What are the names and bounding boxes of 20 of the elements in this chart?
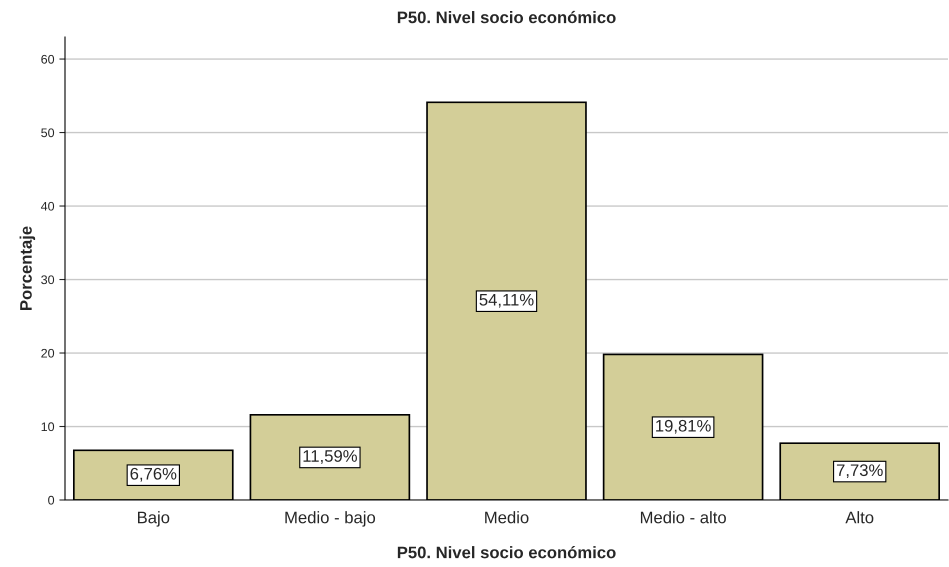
x-tick-label: Medio [485, 511, 528, 524]
data-label: 6,76% [130, 468, 176, 482]
data-label: 7,73% [836, 464, 883, 478]
x-tick-label: Bajo [138, 511, 170, 527]
y-axis-title: Porcentaje [20, 226, 36, 310]
data-label: 19,81% [656, 420, 711, 434]
x-tick-label: Medio - alto [640, 511, 726, 524]
data-label: 54,11% [480, 294, 534, 308]
x-tick-label: Alto [845, 511, 874, 524]
x-axis-title: P50. Nivel socio económico [398, 546, 616, 558]
y-tick-label: 50 [41, 128, 54, 138]
data-label: 11,59% [304, 450, 357, 464]
y-tick-label: 10 [42, 422, 54, 432]
y-tick-label: 60 [41, 54, 54, 64]
y-tick-label: 30 [41, 275, 54, 284]
y-tick-label: 0 [48, 496, 54, 505]
chart-title: P50. Nivel socio económico [398, 10, 616, 24]
y-tick-label: 20 [41, 348, 54, 358]
y-tick-label: 40 [40, 202, 54, 211]
x-tick-label: Medio - bajo [285, 511, 376, 527]
